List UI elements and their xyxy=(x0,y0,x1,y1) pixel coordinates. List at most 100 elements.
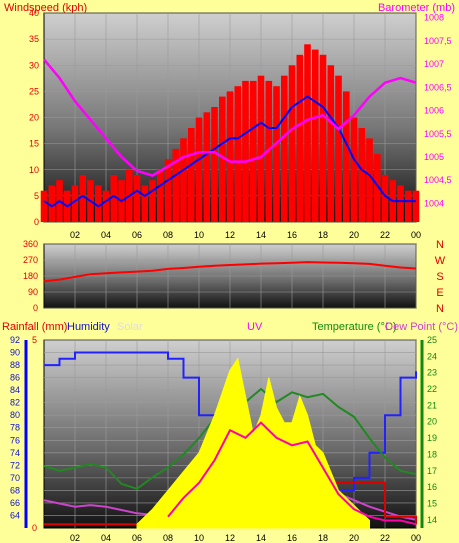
wind-speed-bar xyxy=(203,112,211,222)
wind-speed-bar xyxy=(188,128,195,222)
wind-speed-bar xyxy=(312,49,319,222)
wind-x-tick-label: 06 xyxy=(132,230,142,240)
barometer-tick-label: 1005 xyxy=(424,152,444,162)
temperature-tick-label: 22 xyxy=(427,384,437,394)
wind-speed-bar xyxy=(149,180,156,222)
compass-label: S xyxy=(436,271,443,283)
humidity-tick-label: 78 xyxy=(10,423,20,433)
wind-speed-bar xyxy=(288,65,296,223)
humidity-tick-label: 84 xyxy=(10,385,20,395)
uv-axis-label: UV xyxy=(247,321,263,333)
temperature-axis-label: Temperature (°C) xyxy=(312,321,396,333)
rain-x-tick-label: 22 xyxy=(380,533,390,543)
wind-speed-bar xyxy=(397,185,404,222)
temperature-tick-label: 19 xyxy=(427,433,437,443)
wind-speed-bar xyxy=(172,148,180,222)
compass-label: N xyxy=(436,239,444,251)
wind-speed-bar xyxy=(226,91,234,223)
wind-speed-bar xyxy=(304,44,311,222)
humidity-tick-label: 68 xyxy=(10,485,20,495)
temperature-tick-label: 16 xyxy=(427,482,437,492)
humidity-tick-label: 72 xyxy=(10,460,20,470)
humidity-tick-label: 88 xyxy=(10,360,20,370)
rainfall-tick-label: 5 xyxy=(32,335,37,345)
wind-speed-bar xyxy=(405,190,412,222)
barometer-tick-label: 1004 xyxy=(424,198,444,208)
windspeed-tick-label: 35 xyxy=(29,34,39,44)
windspeed-tick-label: 25 xyxy=(29,86,39,96)
barometer-axis-label: Barometer (mb) xyxy=(378,2,455,14)
barometer-tick-label: 1008 xyxy=(424,13,444,23)
wind-speed-bar xyxy=(381,175,389,222)
rain-x-tick-label: 04 xyxy=(101,533,111,543)
compass-label: E xyxy=(436,287,443,299)
windspeed-tick-label: 40 xyxy=(29,8,39,18)
solar-axis-label: Solar xyxy=(117,321,143,333)
wind-speed-bar xyxy=(327,65,335,223)
wind-speed-bar xyxy=(366,138,373,222)
wind-x-tick-label: 20 xyxy=(349,230,359,240)
dewpoint-axis-label: Dew Point (°C) xyxy=(385,321,458,333)
wind-speed-bar xyxy=(180,138,187,222)
rain-x-tick-label: 06 xyxy=(132,533,142,543)
humidity-tick-label: 90 xyxy=(10,348,20,358)
wind-speed-bar xyxy=(374,154,381,222)
wind-x-tick-label: 16 xyxy=(287,230,297,240)
temperature-tick-label: 24 xyxy=(427,351,437,361)
humidity-tick-label: 80 xyxy=(10,410,20,420)
rain-humidity-temperature-chart: 64 66 68 70 72 74 76 78 80 82 84 86 88 90 92 0 5 14 15 16 17… xyxy=(10,335,437,543)
wind-x-tick-label: 10 xyxy=(194,230,204,240)
compass-label: N xyxy=(436,303,444,315)
wind-speed-bar xyxy=(157,169,164,223)
wind-speed-bar xyxy=(219,96,226,222)
barometer-tick-label: 1006 xyxy=(424,106,444,116)
rainfall-tick-label: 0 xyxy=(32,523,37,533)
humidity-tick-label: 74 xyxy=(10,448,20,458)
rain-x-tick-label: 08 xyxy=(163,533,173,543)
rain-x-tick-label: 16 xyxy=(287,533,297,543)
barometer-tick-label: 1007 xyxy=(424,59,444,69)
wind-x-tick-label: 18 xyxy=(318,230,328,240)
wind-speed-bar xyxy=(48,185,56,222)
rain-x-tick-label: 20 xyxy=(349,533,359,543)
barometer-tick-label: 1006,5 xyxy=(424,82,452,92)
rain-x-tick-label: 00 xyxy=(411,533,421,543)
wind-x-tick-label: 08 xyxy=(163,230,173,240)
direction-tick-label: 360 xyxy=(23,239,38,249)
windspeed-tick-label: 5 xyxy=(34,191,39,201)
rain-x-tick-label: 18 xyxy=(318,533,328,543)
direction-tick-label: 90 xyxy=(28,287,38,297)
windspeed-tick-label: 0 xyxy=(34,217,39,227)
rainfall-axis-label: Rainfall (mm) xyxy=(2,321,67,333)
wind-speed-bar xyxy=(412,190,420,222)
wind-speed-bar xyxy=(133,175,141,222)
humidity-tick-label: 66 xyxy=(10,498,20,508)
wind-speed-bar xyxy=(242,80,249,223)
windspeed-tick-label: 15 xyxy=(29,139,39,149)
wind-speed-bar xyxy=(71,185,79,222)
temperature-tick-label: 14 xyxy=(427,515,437,525)
wind-speed-bar xyxy=(102,190,110,222)
direction-tick-label: 270 xyxy=(23,255,38,265)
compass-label: W xyxy=(435,255,446,267)
temperature-tick-label: 15 xyxy=(427,498,437,508)
wind-speed-bar xyxy=(257,75,265,222)
humidity-tick-label: 82 xyxy=(10,398,20,408)
direction-tick-label: 0 xyxy=(33,303,38,313)
temperature-tick-label: 18 xyxy=(427,449,437,459)
wind-speed-bar xyxy=(350,117,358,222)
rain-x-tick-label: 02 xyxy=(70,533,80,543)
humidity-axis-label: Humidity xyxy=(67,321,110,333)
humidity-tick-label: 92 xyxy=(10,335,20,345)
wind-speed-bar xyxy=(234,86,242,222)
wind-speed-bar xyxy=(164,159,172,222)
wind-x-tick-label: 00 xyxy=(411,230,421,240)
rain-x-tick-label: 14 xyxy=(256,533,266,543)
wind-x-tick-label: 04 xyxy=(101,230,111,240)
wind-speed-bar xyxy=(195,117,203,222)
barometer-tick-label: 1004,5 xyxy=(424,175,452,185)
wind-barometer-chart: 051015202530354010041004,510051005,51006… xyxy=(29,8,452,240)
humidity-tick-label: 64 xyxy=(10,510,20,520)
